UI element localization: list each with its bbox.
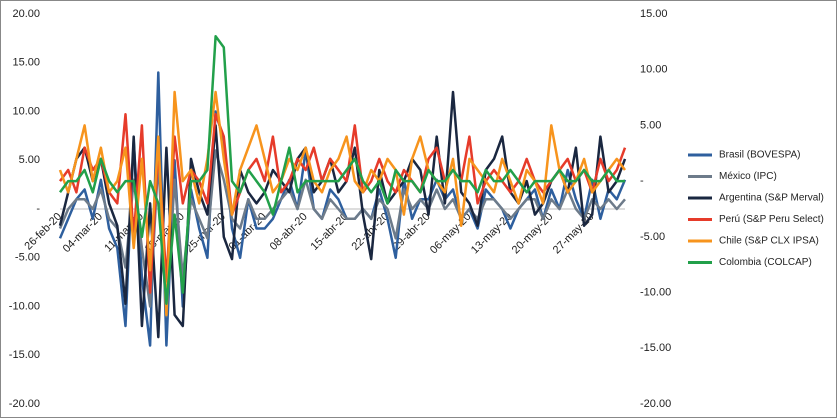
y-tick-label: 20.00 <box>12 8 40 20</box>
series-line <box>58 35 625 305</box>
legend-label: Brasil (BOVESPA) <box>719 150 801 161</box>
y-tick-label: -20.00 <box>9 398 40 410</box>
y-tick-label: 10.00 <box>12 105 40 117</box>
y2-tick-label: 10.00 <box>640 64 668 76</box>
legend-label: Chile (S&P CLX IPSA) <box>719 236 819 247</box>
y-tick-label: -15.00 <box>9 349 40 361</box>
y2-tick-label: -20.00 <box>640 398 671 410</box>
series-line <box>58 90 627 339</box>
y2-tick-label: 15.00 <box>640 8 668 20</box>
y-tick-label: -10.00 <box>9 300 40 312</box>
y-tick-label: - <box>36 203 40 215</box>
series-line <box>58 90 627 317</box>
legend-label: Colombia (COLCAP) <box>719 257 812 268</box>
y2-tick-label: -10.00 <box>640 286 671 298</box>
legend-label: México (IPC) <box>719 171 777 182</box>
y-tick-label: 15.00 <box>12 57 40 69</box>
y-tick-label: -5.00 <box>15 252 40 264</box>
legend-label: Perú (S&P Peru Select) <box>719 214 824 225</box>
y2-tick-label: -5.00 <box>640 231 665 243</box>
y2-tick-label: -15.00 <box>640 342 671 354</box>
y2-tick-label: - <box>640 175 644 187</box>
y-tick-label: 5.00 <box>19 154 40 166</box>
legend-label: Argentina (S&P Merval) <box>719 193 824 204</box>
y2-tick-label: 5.00 <box>640 119 661 131</box>
